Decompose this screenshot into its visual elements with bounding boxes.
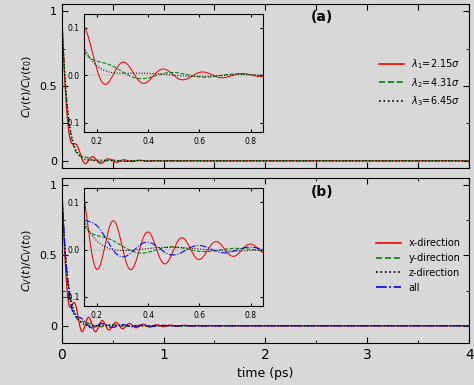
Text: (a): (a) bbox=[310, 10, 333, 24]
Y-axis label: $C_V(t)/C_V(t_0)$: $C_V(t)/C_V(t_0)$ bbox=[20, 229, 34, 292]
Legend: $\lambda_1$=2.15$\sigma$, $\lambda_2$=4.31$\sigma$, $\lambda_3$=6.45$\sigma$: $\lambda_1$=2.15$\sigma$, $\lambda_2$=4.… bbox=[375, 54, 465, 112]
X-axis label: time (ps): time (ps) bbox=[237, 367, 293, 380]
Y-axis label: $C_V(t)/C_V(t_0)$: $C_V(t)/C_V(t_0)$ bbox=[20, 55, 34, 117]
Text: (b): (b) bbox=[310, 185, 333, 199]
Legend: x-direction, y-direction, z-direction, all: x-direction, y-direction, z-direction, a… bbox=[373, 234, 465, 296]
